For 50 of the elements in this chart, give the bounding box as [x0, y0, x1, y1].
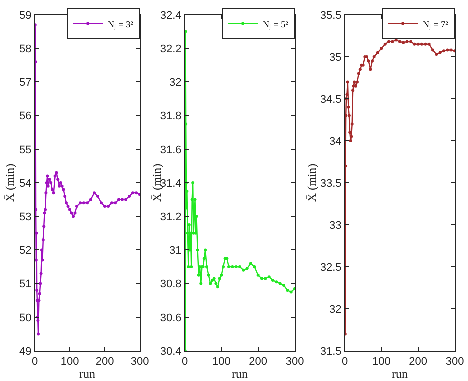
y-tick-label: 50 [20, 312, 32, 324]
x-tick-label: 200 [96, 356, 114, 368]
y-tick-label: 55 [20, 144, 32, 156]
y-tick-label: 30.8 [160, 278, 182, 291]
y-tick-label: 35.5 [320, 10, 342, 22]
y-tick-label: 31.5 [320, 346, 342, 358]
y-tick-label: 59 [20, 10, 32, 22]
x-tick-label: 100 [212, 356, 231, 368]
y-axis-title: X̄ (min) [2, 164, 17, 202]
x-tick-label: 100 [372, 356, 391, 368]
y-tick-label: 32 [170, 77, 182, 90]
x-axis-title: run [392, 367, 408, 381]
y-tick-label: 52 [20, 245, 32, 258]
y-tick-label: 32.5 [320, 262, 342, 274]
x-tick-label: 0 [32, 356, 38, 368]
y-tick-label: 31.2 [160, 211, 182, 224]
y-tick-label: 32 [330, 304, 342, 316]
y-tick-label: 34 [330, 136, 342, 148]
y-tick-label: 34.5 [320, 94, 342, 106]
y-tick-label: 51 [20, 278, 32, 291]
legend-label: Nⱼ = 5² [263, 19, 289, 30]
y-axis-title: X̄ (min) [305, 164, 319, 202]
x-axis-title: run [80, 367, 96, 381]
x-axis-title: run [232, 367, 248, 381]
y-tick-label: 53 [20, 211, 32, 224]
x-tick-label: 300 [130, 356, 150, 368]
y-tick-label: 57 [20, 77, 32, 90]
y-tick-label: 54 [20, 178, 32, 190]
y-tick-label: 33 [330, 220, 342, 232]
legend-label: Nⱼ = 7² [423, 19, 449, 30]
x-tick-label: 0 [182, 356, 188, 368]
y-tick-label: 31 [170, 245, 182, 258]
x-tick-label: 0 [342, 356, 348, 368]
x-tick-label: 100 [60, 356, 80, 368]
y-tick-label: 31.6 [160, 144, 182, 156]
y-tick-label: 30.4 [160, 346, 182, 358]
x-tick-label: 300 [286, 356, 304, 368]
y-tick-label: 32.2 [160, 43, 182, 56]
x-tick-label: 200 [249, 356, 268, 368]
legend-label: Nⱼ = 3² [108, 19, 134, 30]
y-tick-label: 58 [20, 43, 32, 56]
x-tick-label: 200 [409, 356, 428, 368]
y-tick-label: 56 [20, 110, 32, 123]
y-tick-label: 33.5 [320, 178, 342, 190]
y-tick-label: 31.8 [160, 110, 182, 123]
y-tick-label: 30.6 [160, 312, 182, 324]
x-tick-label: 300 [446, 356, 464, 368]
y-tick-label: 35 [330, 52, 342, 64]
y-tick-label: 49 [20, 346, 32, 358]
y-tick-label: 32.4 [160, 10, 182, 22]
